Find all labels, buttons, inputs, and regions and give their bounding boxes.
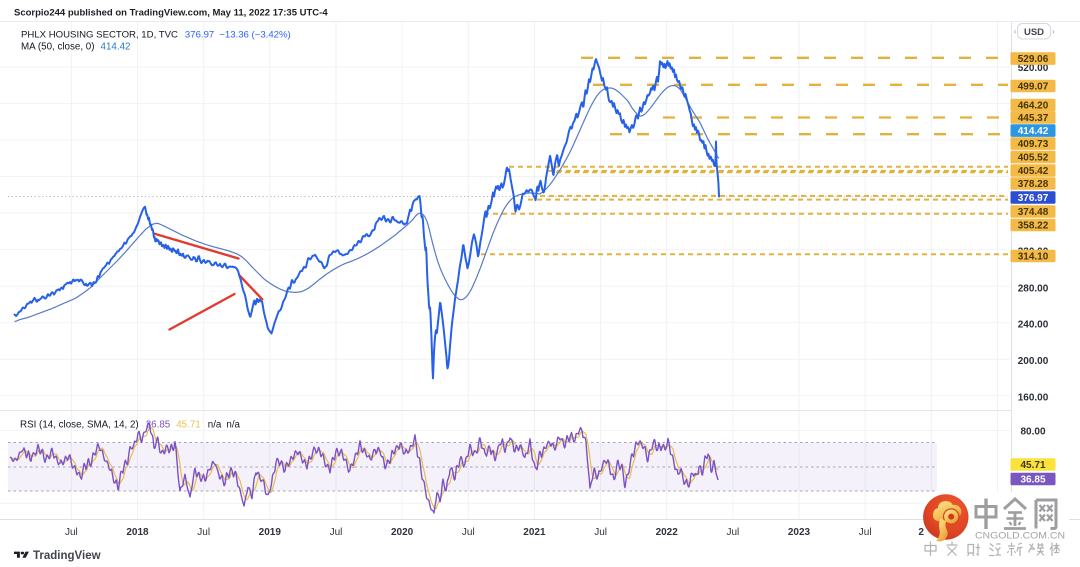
svg-text:445.37: 445.37 [1018, 113, 1049, 124]
svg-text:2019: 2019 [259, 527, 282, 538]
svg-text:TradingView: TradingView [33, 550, 101, 562]
svg-text:2023: 2023 [788, 527, 811, 538]
svg-text:464.20: 464.20 [1018, 101, 1049, 112]
svg-text:409.73: 409.73 [1018, 139, 1049, 150]
svg-text:2021: 2021 [523, 527, 546, 538]
svg-text:80.00: 80.00 [1020, 427, 1045, 438]
svg-text:160.00: 160.00 [1018, 392, 1049, 403]
svg-text:358.22: 358.22 [1018, 221, 1049, 232]
svg-text:520.00: 520.00 [1018, 63, 1049, 74]
svg-text:2022: 2022 [656, 527, 679, 538]
svg-text:200.00: 200.00 [1018, 356, 1049, 367]
svg-text:405.52: 405.52 [1018, 153, 1049, 164]
svg-text:280.00: 280.00 [1018, 283, 1049, 294]
svg-text:240.00: 240.00 [1018, 320, 1049, 331]
svg-text:529.06: 529.06 [1018, 54, 1049, 65]
svg-text:2018: 2018 [126, 527, 149, 538]
svg-text:Jul: Jul [462, 527, 475, 538]
svg-text:RSI (14, close, SMA, 14, 2)36.: RSI (14, close, SMA, 14, 2) 36.85 45.71 n/a… [20, 420, 241, 431]
svg-text:Jul: Jul [197, 527, 210, 538]
svg-text:›: › [1052, 27, 1055, 36]
svg-text:414.42: 414.42 [1018, 126, 1049, 137]
svg-text:314.10: 314.10 [1018, 252, 1049, 263]
svg-text:MA (50, close, 0)414.42: MA (50, close, 0) 414.42 [21, 42, 130, 53]
svg-text:Jul: Jul [65, 527, 78, 538]
svg-text:374.48: 374.48 [1018, 207, 1049, 218]
svg-text:Jul: Jul [859, 527, 872, 538]
svg-text:2020: 2020 [391, 527, 414, 538]
svg-text:Jul: Jul [594, 527, 607, 538]
svg-text:Jul: Jul [727, 527, 740, 538]
svg-text:Scorpio244 published on Tradin: Scorpio244 published on TradingView.com,… [14, 8, 328, 19]
svg-text:405.42: 405.42 [1018, 166, 1049, 177]
svg-text:Jul: Jul [330, 527, 343, 538]
svg-text:36.85: 36.85 [1020, 475, 1045, 486]
svg-text:499.07: 499.07 [1018, 82, 1049, 93]
svg-text:CNGOLD.COM.CN: CNGOLD.COM.CN [975, 531, 1065, 541]
svg-text:45.71: 45.71 [1020, 460, 1045, 471]
svg-text:‹: ‹ [1014, 27, 1017, 36]
svg-text:USD: USD [1024, 27, 1044, 38]
svg-text:378.28: 378.28 [1018, 179, 1049, 190]
svg-text:376.97: 376.97 [1018, 193, 1049, 204]
